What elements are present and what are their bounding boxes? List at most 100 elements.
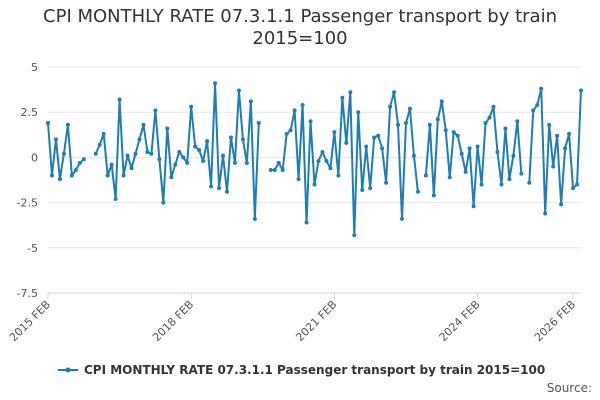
data-point[interactable] [364, 144, 369, 149]
data-point[interactable] [459, 151, 464, 156]
data-point[interactable] [403, 121, 408, 126]
data-point[interactable] [165, 126, 170, 131]
data-point[interactable] [356, 110, 361, 115]
data-point[interactable] [272, 168, 277, 173]
data-point[interactable] [49, 173, 54, 178]
data-point[interactable] [571, 186, 576, 191]
data-point[interactable] [73, 168, 78, 173]
data-point[interactable] [567, 131, 572, 136]
data-point[interactable] [105, 173, 110, 178]
data-point[interactable] [368, 186, 373, 191]
data-point[interactable] [141, 122, 146, 127]
data-point[interactable] [527, 180, 532, 185]
data-point[interactable] [551, 164, 556, 169]
data-point[interactable] [173, 162, 178, 167]
data-point[interactable] [439, 99, 444, 104]
data-point[interactable] [193, 144, 198, 149]
data-point[interactable] [217, 186, 222, 191]
data-point[interactable] [256, 121, 261, 126]
data-point[interactable] [292, 108, 297, 113]
data-point[interactable] [113, 196, 118, 201]
data-point[interactable] [240, 137, 245, 142]
data-point[interactable] [316, 159, 321, 164]
data-point[interactable] [483, 121, 488, 126]
data-point[interactable] [69, 173, 74, 178]
data-point[interactable] [304, 220, 309, 225]
data-point[interactable] [209, 184, 214, 189]
data-point[interactable] [340, 95, 345, 100]
data-point[interactable] [575, 182, 580, 187]
data-point[interactable] [288, 128, 293, 133]
data-point[interactable] [312, 182, 317, 187]
data-point[interactable] [579, 88, 583, 93]
data-point[interactable] [129, 166, 134, 171]
data-point[interactable] [145, 149, 150, 154]
data-point[interactable] [244, 160, 249, 165]
data-point[interactable] [380, 146, 385, 151]
data-point[interactable] [515, 119, 520, 124]
data-point[interactable] [435, 117, 440, 122]
data-point[interactable] [415, 189, 420, 194]
data-point[interactable] [197, 148, 202, 153]
data-point[interactable] [77, 160, 82, 165]
data-point[interactable] [137, 137, 142, 142]
data-point[interactable] [221, 153, 226, 158]
data-point[interactable] [284, 131, 289, 136]
data-point[interactable] [189, 104, 194, 109]
data-point[interactable] [185, 160, 190, 165]
data-point[interactable] [431, 193, 436, 198]
data-point[interactable] [427, 122, 432, 127]
data-point[interactable] [324, 159, 329, 164]
data-point[interactable] [543, 211, 548, 216]
data-point[interactable] [213, 81, 218, 86]
data-point[interactable] [479, 182, 484, 187]
data-point[interactable] [125, 153, 130, 158]
data-point[interactable] [467, 146, 472, 151]
data-point[interactable] [169, 175, 174, 180]
data-point[interactable] [133, 151, 138, 156]
data-point[interactable] [531, 108, 536, 113]
data-point[interactable] [117, 97, 122, 102]
data-point[interactable] [224, 189, 229, 194]
data-point[interactable] [65, 122, 70, 127]
data-point[interactable] [57, 177, 62, 182]
data-point[interactable] [487, 115, 492, 120]
data-point[interactable] [547, 122, 552, 127]
data-point[interactable] [81, 157, 86, 162]
data-point[interactable] [507, 177, 512, 182]
data-point[interactable] [336, 173, 341, 178]
data-point[interactable] [61, 151, 66, 156]
data-point[interactable] [328, 166, 333, 171]
data-point[interactable] [511, 153, 516, 158]
data-point[interactable] [228, 135, 233, 140]
data-point[interactable] [400, 216, 405, 221]
data-point[interactable] [348, 90, 353, 95]
data-point[interactable] [376, 133, 381, 138]
data-point[interactable] [205, 139, 210, 144]
data-point[interactable] [93, 151, 98, 156]
data-point[interactable] [396, 122, 401, 127]
data-point[interactable] [451, 130, 456, 135]
data-point[interactable] [320, 149, 325, 154]
data-point[interactable] [53, 137, 58, 142]
data-point[interactable] [248, 99, 253, 104]
data-point[interactable] [491, 104, 496, 109]
data-point[interactable] [392, 90, 397, 95]
data-point[interactable] [268, 168, 273, 173]
data-point[interactable] [372, 135, 377, 140]
legend[interactable]: CPI MONTHLY RATE 07.3.1.1 Passenger tran… [58, 363, 545, 377]
data-point[interactable] [463, 169, 468, 174]
data-point[interactable] [332, 130, 337, 135]
data-point[interactable] [503, 126, 508, 131]
data-point[interactable] [276, 160, 281, 165]
data-point[interactable] [388, 104, 393, 109]
data-point[interactable] [407, 106, 412, 111]
data-point[interactable] [153, 108, 158, 113]
data-point[interactable] [177, 149, 182, 154]
data-point[interactable] [384, 180, 389, 185]
data-point[interactable] [360, 187, 365, 192]
data-point[interactable] [411, 153, 416, 158]
data-point[interactable] [121, 173, 126, 178]
data-point[interactable] [252, 216, 257, 221]
data-point[interactable] [455, 133, 460, 138]
